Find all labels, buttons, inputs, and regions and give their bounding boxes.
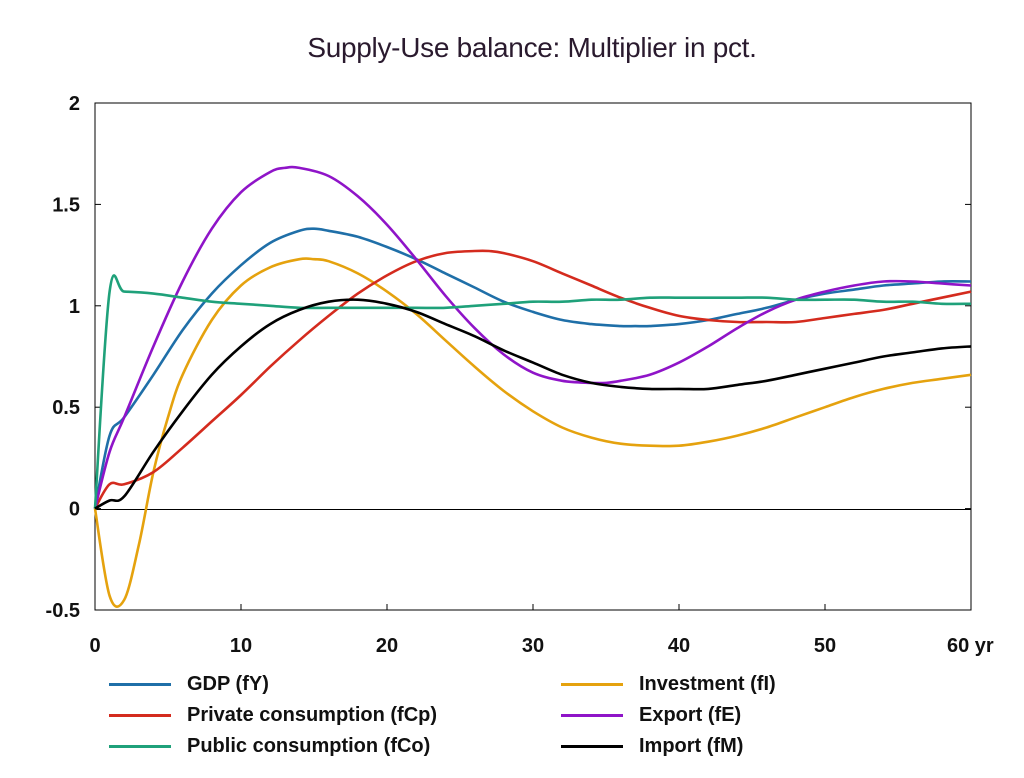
series-line-gdp bbox=[93, 227, 972, 509]
y-axis: -0.5 0 0.5 1 1.5 2 bbox=[46, 93, 971, 622]
x-tick-label: 60 yr bbox=[947, 635, 994, 657]
series-line-import bbox=[94, 298, 972, 510]
series-line-investment bbox=[93, 257, 972, 608]
x-tick-label: 50 bbox=[814, 635, 836, 657]
series-line-public-consumption bbox=[93, 274, 972, 509]
series-line-private-consumption bbox=[93, 249, 972, 510]
chart-title: Supply-Use balance: Multiplier in pct. bbox=[307, 32, 757, 63]
x-axis: 0 10 20 30 40 50 60 yr bbox=[89, 604, 994, 657]
x-tick-label: 30 bbox=[522, 635, 544, 657]
y-tick-label: 2 bbox=[69, 93, 80, 115]
x-tick-label: 0 bbox=[89, 635, 100, 657]
y-tick-label: 0 bbox=[69, 499, 80, 521]
y-tick-label: 1.5 bbox=[52, 194, 80, 216]
series-line-export bbox=[93, 165, 972, 509]
y-tick-label: 0.5 bbox=[52, 397, 80, 419]
x-tick-label: 20 bbox=[376, 635, 398, 657]
plot-frame bbox=[94, 102, 972, 611]
series-lines bbox=[93, 165, 972, 608]
x-tick-label: 10 bbox=[230, 635, 252, 657]
y-tick-label: -0.5 bbox=[46, 600, 80, 622]
y-tick-label: 1 bbox=[69, 296, 80, 318]
x-tick-label: 40 bbox=[668, 635, 690, 657]
